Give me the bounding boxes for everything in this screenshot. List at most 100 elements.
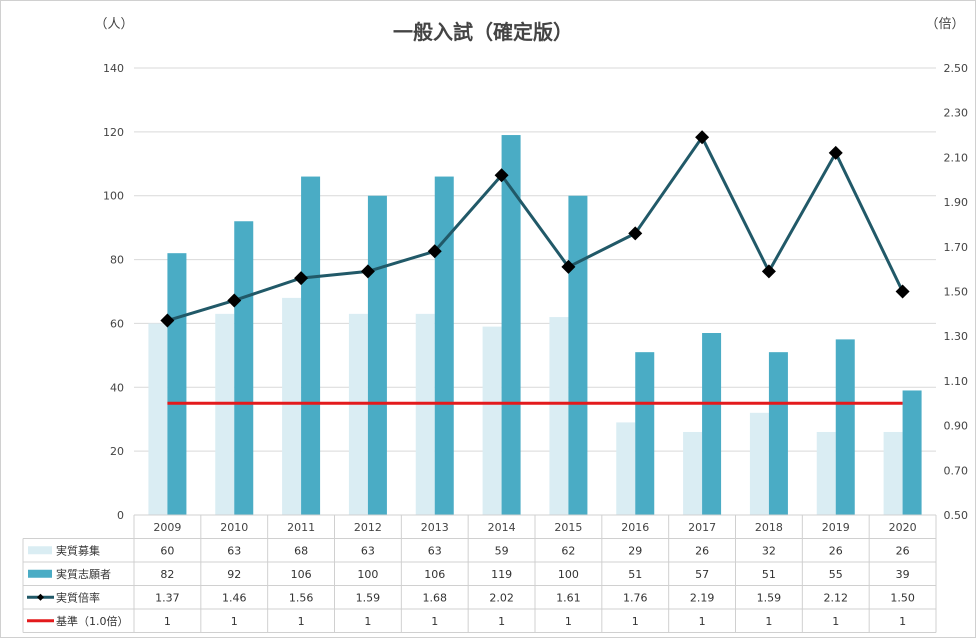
point-実質倍率 — [761, 264, 776, 279]
data-table: 2009 2010 2011 2012 2013 2014 2015 2016 2017 2018… — [22, 514, 937, 633]
bar-実質募集 — [215, 313, 235, 515]
data-label: 63 — [428, 544, 442, 557]
data-label: 1.37 — [155, 591, 180, 604]
data-label: 26 — [896, 544, 910, 557]
legend-label: 実質募集 — [56, 543, 100, 557]
point-実質倍率 — [427, 244, 442, 259]
right-tick-label: 2.10 — [944, 151, 969, 164]
bar-実質志願者 — [702, 333, 722, 515]
bar-実質志願者 — [902, 390, 922, 515]
data-label: 1 — [498, 615, 505, 628]
data-label: 39 — [896, 568, 910, 581]
point-実質倍率 — [360, 264, 375, 279]
data-label: 119 — [491, 568, 512, 581]
data-label: 2.19 — [690, 591, 715, 604]
point-実質倍率 — [561, 259, 576, 274]
left-tick-label: 0 — [117, 509, 124, 522]
point-実質倍率 — [828, 145, 843, 160]
category-label: 2013 — [421, 521, 449, 534]
category-label: 2009 — [153, 521, 181, 534]
data-label: 1 — [231, 615, 238, 628]
category-label: 2012 — [354, 521, 382, 534]
left-tick-label: 120 — [103, 126, 124, 139]
point-実質倍率 — [895, 284, 910, 299]
bar-実質募集 — [549, 317, 569, 515]
data-label: 55 — [829, 568, 843, 581]
data-label: 68 — [294, 544, 308, 557]
data-label: 62 — [561, 544, 575, 557]
data-label: 1 — [164, 615, 171, 628]
legend-key-実質募集 — [28, 546, 52, 555]
legend-key-実質志願者 — [28, 569, 52, 578]
left-axis-unit: （人） — [94, 17, 133, 32]
data-label: 1 — [899, 615, 906, 628]
bar-実質志願者 — [501, 135, 521, 516]
axes: 0 20 40 60 80 100 120 140 0.50 0.70 0.90 1.10 1.30 1.… — [103, 62, 968, 522]
bar-実質志願者 — [434, 176, 454, 516]
right-tick-label: 1.90 — [944, 196, 969, 209]
bar-実質募集 — [148, 323, 168, 515]
data-label: 1 — [765, 615, 772, 628]
category-label: 2014 — [488, 521, 516, 534]
right-tick-label: 2.50 — [944, 62, 969, 75]
data-label: 1 — [699, 615, 706, 628]
left-tick-label: 40 — [110, 381, 124, 394]
data-label: 32 — [762, 544, 776, 557]
bars — [148, 135, 922, 516]
bar-実質志願者 — [234, 221, 254, 515]
left-tick-label: 60 — [110, 317, 124, 330]
data-label: 2.12 — [824, 591, 849, 604]
data-label: 100 — [558, 568, 579, 581]
data-label: 2.02 — [489, 591, 514, 604]
point-実質倍率 — [160, 313, 175, 328]
point-実質倍率 — [695, 130, 710, 145]
data-label: 100 — [357, 568, 378, 581]
legend-label: 実質志願者 — [56, 567, 111, 581]
legend-label: 基準（1.0倍） — [56, 614, 129, 628]
right-tick-label: 1.50 — [944, 286, 969, 299]
data-label: 63 — [227, 544, 241, 557]
data-label: 92 — [227, 568, 241, 581]
category-label: 2015 — [554, 521, 582, 534]
lines — [160, 130, 910, 405]
data-label: 1.59 — [757, 591, 782, 604]
bar-実質募集 — [348, 313, 368, 515]
bar-実質志願者 — [301, 176, 321, 516]
data-label: 51 — [762, 568, 776, 581]
category-label: 2018 — [755, 521, 783, 534]
category-label: 2017 — [688, 521, 716, 534]
bar-実質募集 — [616, 422, 636, 515]
data-label: 106 — [291, 568, 312, 581]
data-label: 82 — [160, 568, 174, 581]
data-label: 106 — [424, 568, 445, 581]
data-label: 1 — [364, 615, 371, 628]
category-label: 2010 — [220, 521, 248, 534]
data-label: 1.56 — [289, 591, 314, 604]
bar-実質志願者 — [835, 339, 855, 515]
gridlines — [134, 67, 936, 516]
left-tick-label: 80 — [110, 254, 124, 267]
data-label: 1 — [298, 615, 305, 628]
bar-実質志願者 — [167, 253, 187, 515]
right-tick-label: 1.30 — [944, 330, 969, 343]
point-実質倍率 — [628, 226, 643, 241]
point-実質倍率 — [294, 271, 309, 286]
category-label: 2019 — [822, 521, 850, 534]
data-label: 59 — [495, 544, 509, 557]
right-tick-label: 1.10 — [944, 375, 969, 388]
left-tick-label: 140 — [103, 62, 124, 75]
point-実質倍率 — [227, 293, 242, 308]
data-label: 29 — [628, 544, 642, 557]
point-実質倍率 — [494, 168, 509, 183]
data-label: 26 — [695, 544, 709, 557]
bar-実質募集 — [883, 431, 903, 515]
data-label: 1.50 — [890, 591, 915, 604]
bar-実質募集 — [482, 326, 502, 515]
data-label: 60 — [160, 544, 174, 557]
right-tick-label: 0.50 — [944, 509, 969, 522]
bar-実質志願者 — [367, 195, 387, 515]
category-label: 2011 — [287, 521, 315, 534]
bar-実質募集 — [749, 412, 769, 515]
